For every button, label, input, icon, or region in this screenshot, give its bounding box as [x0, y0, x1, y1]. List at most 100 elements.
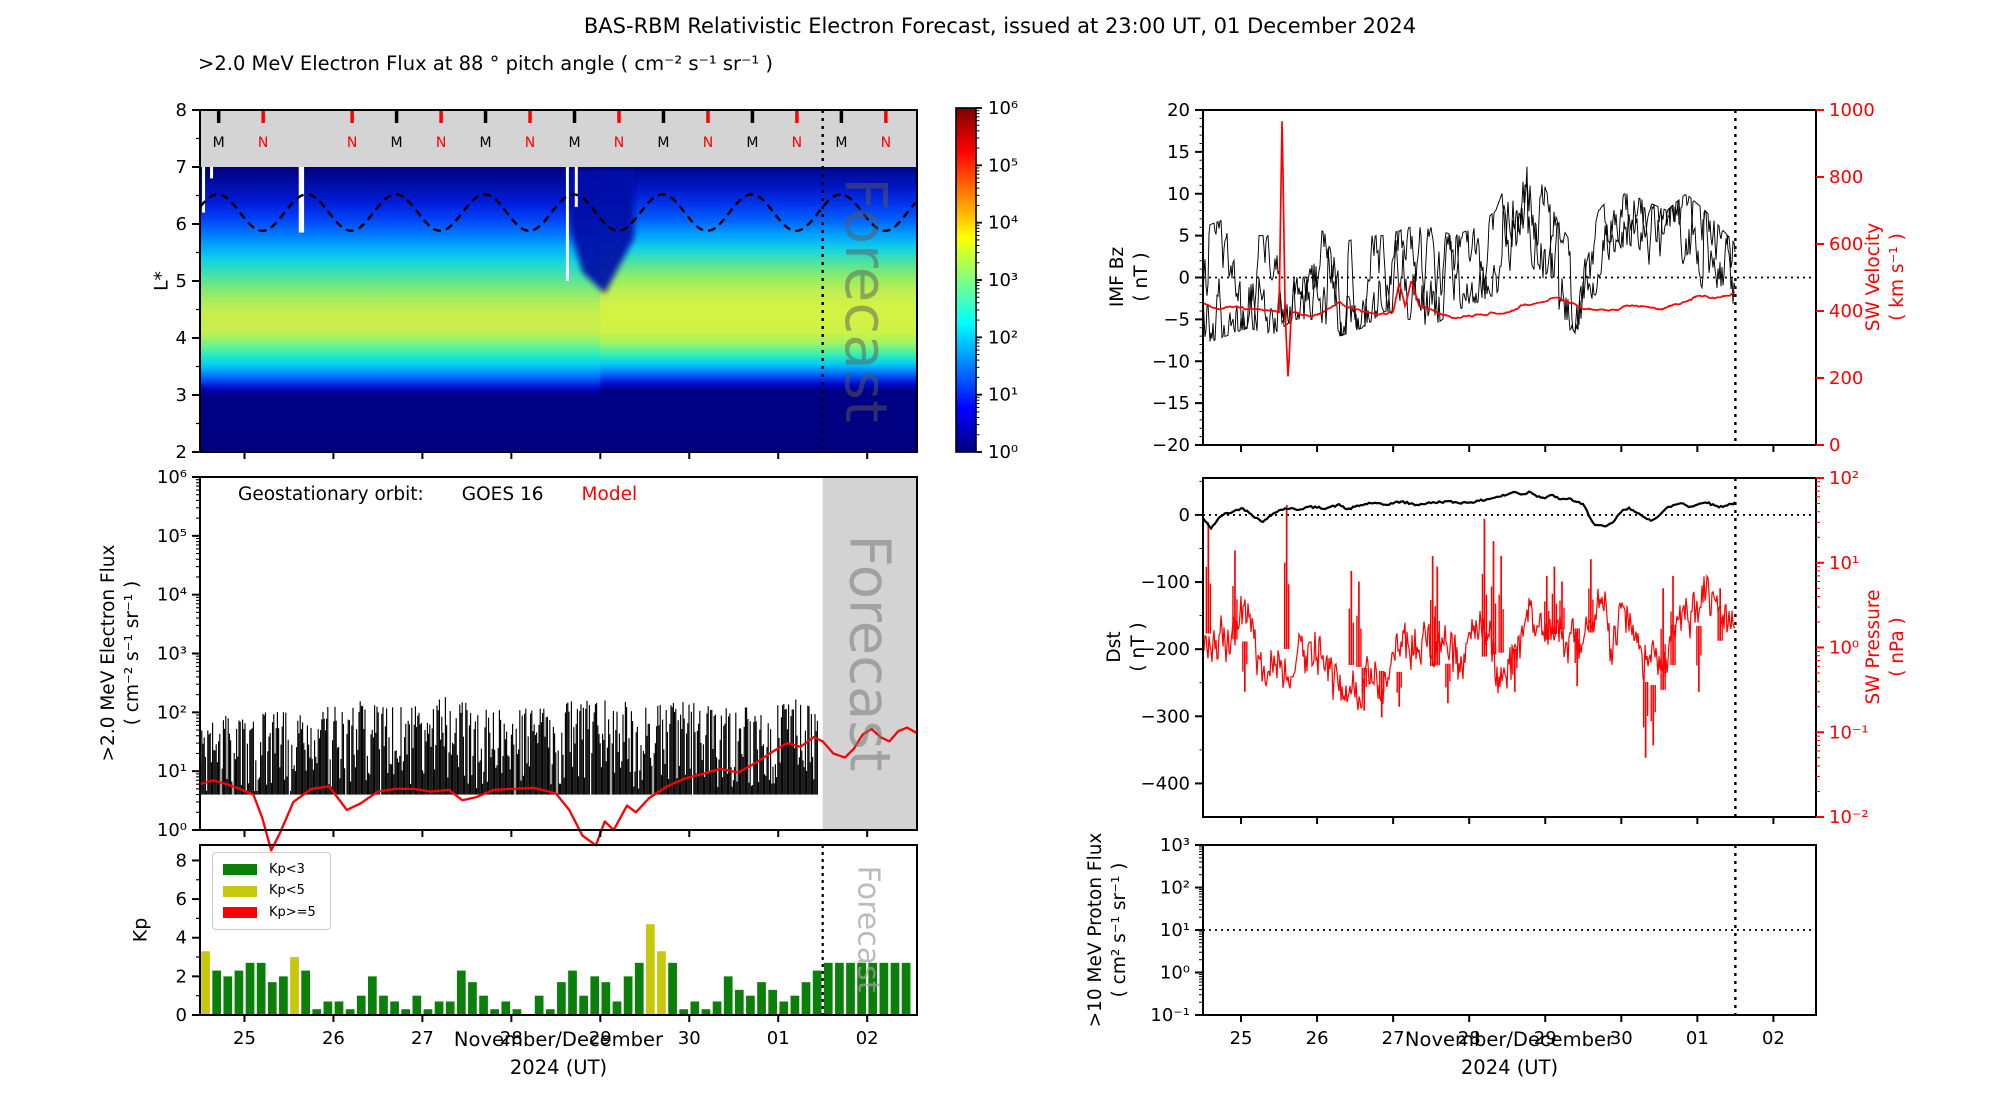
y-tick-label: 6	[176, 889, 187, 910]
kp-low-swatch	[223, 864, 257, 876]
mn-label: N	[614, 135, 624, 151]
colorbar-tick-label: 10³	[988, 270, 1018, 291]
kp-bar	[334, 1001, 344, 1015]
y-tick-label-right: 0	[1829, 435, 1840, 456]
kp-mid-label: Kp<5	[269, 883, 305, 899]
goes-legend: Geostationary orbit: GOES 16 Model	[238, 484, 675, 505]
imf-bz-ylabel-line1: IMF Bz	[1106, 246, 1128, 308]
y-tick-label: −15	[1152, 393, 1190, 414]
mn-label: M	[835, 135, 847, 151]
y-tick-label: 0	[1179, 505, 1190, 526]
kp-bar	[590, 976, 600, 1015]
mn-label: N	[792, 135, 802, 151]
kp-bar	[868, 962, 878, 1015]
x-tick-label: 02	[856, 1028, 879, 1049]
y-tick-label: 10²	[157, 702, 187, 723]
dst-series	[1202, 490, 1736, 531]
y-tick-label-right: 800	[1829, 167, 1863, 188]
kp-bar	[657, 951, 666, 1015]
y-tick-label: 5	[1179, 226, 1190, 247]
kp-high-label: Kp>=5	[269, 904, 316, 920]
y-tick-label: −20	[1152, 435, 1190, 456]
kp-bar	[701, 1009, 711, 1015]
kp-bar	[456, 970, 466, 1015]
kp-bar	[812, 970, 822, 1015]
mn-label: N	[258, 135, 268, 151]
imf-bz-ylabel: IMF Bz ( nT )	[1106, 247, 1154, 307]
y-tick-label: −400	[1141, 773, 1190, 794]
kp-bar	[879, 962, 889, 1015]
x-tick-label: 02	[1762, 1028, 1785, 1049]
mn-label: M	[746, 135, 758, 151]
y-tick-label: −10	[1152, 351, 1190, 372]
kp-bar	[279, 976, 288, 1015]
kp-bar	[479, 995, 488, 1015]
kp-bar	[312, 1009, 322, 1015]
kp-bar	[890, 962, 900, 1015]
y-tick-label: 10¹	[1160, 920, 1190, 941]
proton-ylabel-line2: ( cm² s⁻¹ sr⁻¹ )	[1109, 862, 1130, 998]
kp-bar	[612, 1001, 622, 1015]
kp-frame	[199, 844, 918, 1016]
kp-xlabel: November/December 2024 (UT)	[200, 1026, 917, 1083]
y-tick-label-right: 600	[1829, 234, 1863, 255]
y-tick-label: −300	[1141, 706, 1190, 727]
kp-bar	[345, 1009, 355, 1015]
colorbar-tick-label: 10¹	[988, 385, 1018, 406]
kp-bar	[790, 995, 800, 1015]
y-tick-label: 10⁰	[1160, 963, 1190, 984]
kp-bar	[779, 1001, 789, 1015]
no-data-band	[200, 110, 917, 167]
kp-low-label: Kp<3	[269, 862, 305, 877]
x-tick-label: 25	[233, 1028, 256, 1049]
x-tick-label: 01	[767, 1028, 790, 1049]
spectrogram-title: >2.0 MeV Electron Flux at 88 ° pitch ang…	[198, 52, 773, 75]
goes-legend-series2: Model	[581, 484, 638, 505]
mn-label: N	[525, 135, 535, 151]
kp-watermark-clip: Forecast	[200, 845, 917, 1015]
kp-bar	[356, 995, 366, 1015]
kp-high-swatch	[223, 907, 257, 919]
colorbar-tick-label: 10⁴	[988, 213, 1018, 234]
y-tick-label: −5	[1163, 309, 1190, 330]
y-tick-label: 7	[176, 157, 187, 178]
forecast-watermark-kp: Forecast	[850, 865, 886, 993]
forecast-watermark-spectrogram: Forecast	[832, 177, 900, 423]
x-tick-label: 28	[1458, 1028, 1481, 1049]
kp-bar	[423, 1009, 433, 1015]
mn-label: M	[480, 135, 492, 151]
kp-bar	[801, 982, 811, 1015]
y-tick-label: 0	[176, 1005, 187, 1026]
kp-bar	[746, 995, 755, 1015]
x-tick-label: 26	[1306, 1028, 1329, 1049]
y-tick-label: 10³	[157, 644, 187, 665]
goes-legend-prefix: Geostationary orbit:	[238, 484, 424, 505]
mn-label: N	[436, 135, 446, 151]
kp-bar	[768, 989, 778, 1015]
kp-bar	[835, 962, 844, 1015]
kp-xlabel-line2: 2024 (UT)	[509, 1056, 608, 1080]
proton-xlabel-line1: November/December	[1404, 1028, 1615, 1051]
kp-bar	[445, 1001, 455, 1015]
kp-legend-item-mid: Kp<5	[223, 880, 316, 901]
y-tick-label: 10⁶	[157, 467, 187, 488]
kp-bar	[223, 976, 233, 1015]
spectrogram-ylabel: L*	[150, 270, 173, 292]
kp-bar	[712, 1001, 722, 1015]
kp-bar	[645, 924, 655, 1015]
kp-bar	[734, 989, 744, 1015]
y-tick-label: 0	[1179, 268, 1190, 289]
kp-bar	[245, 962, 255, 1015]
kp-legend-item-high: Kp>=5	[223, 902, 316, 923]
kp-bar	[757, 982, 766, 1015]
forecast-watermark-goes: Forecast	[836, 534, 902, 772]
goes-legend-series1: GOES 16	[461, 484, 544, 505]
kp-bar	[545, 1009, 555, 1015]
y-tick-label: 4	[176, 928, 187, 949]
y-tick-label: 6	[176, 214, 187, 235]
proton-ylabel: >10 MeV Proton Flux ( cm² s⁻¹ sr⁻¹ )	[1084, 833, 1132, 1028]
kp-bar	[857, 962, 866, 1015]
model-line	[199, 726, 918, 852]
y-tick-label: −100	[1141, 572, 1190, 593]
